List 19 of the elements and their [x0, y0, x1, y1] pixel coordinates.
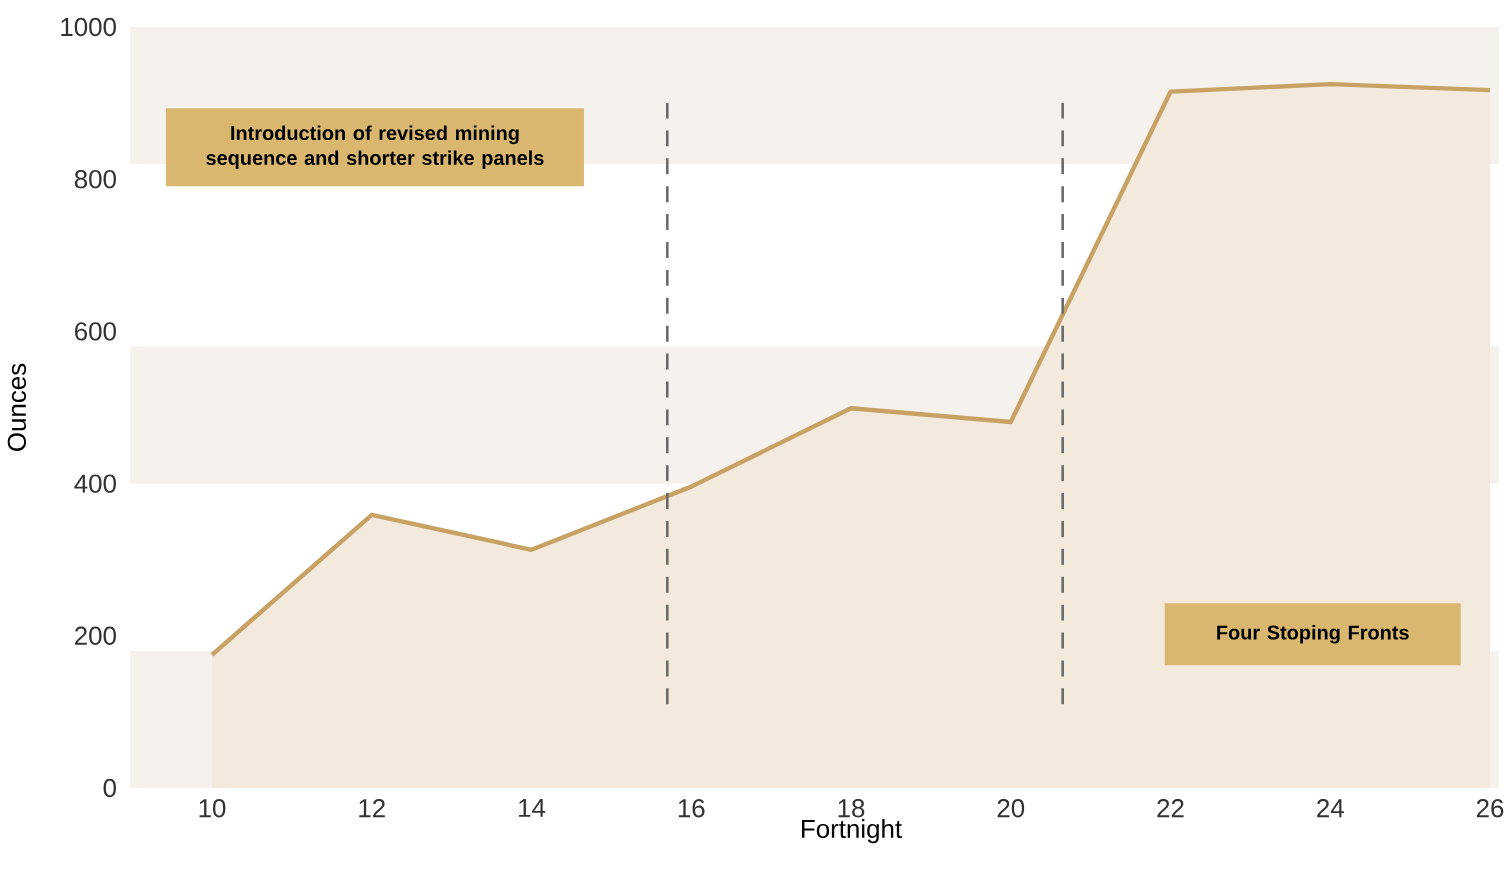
y-tick-label: 1000: [61, 17, 116, 37]
x-tick-label: 16: [678, 799, 705, 818]
x-axis-title: Fortnight: [802, 819, 902, 844]
annotation: Introduction of revised mining sequence and shorter strike panels: [206, 125, 544, 169]
y-axis-title: Ounces: [7, 363, 27, 451]
x-tick-label: 10: [199, 799, 226, 818]
x-tick-label: 12: [359, 799, 385, 818]
y-tick-label: 600: [75, 322, 116, 341]
x-tick-label: 24: [1317, 799, 1344, 818]
x-tick-label: 20: [997, 799, 1025, 818]
y-tick-label: 0: [103, 778, 116, 798]
x-tick-label: 18: [838, 799, 865, 818]
x-tick-label: 26: [1476, 799, 1504, 818]
annotation: Four Stoping Fronts: [1217, 624, 1409, 644]
y-tick-label: 400: [74, 474, 116, 493]
y-tick-label: 200: [75, 626, 116, 645]
x-tick-label: 22: [1157, 799, 1184, 818]
x-tick-label: 14: [519, 799, 546, 817]
y-tick-label: 800: [74, 170, 116, 189]
